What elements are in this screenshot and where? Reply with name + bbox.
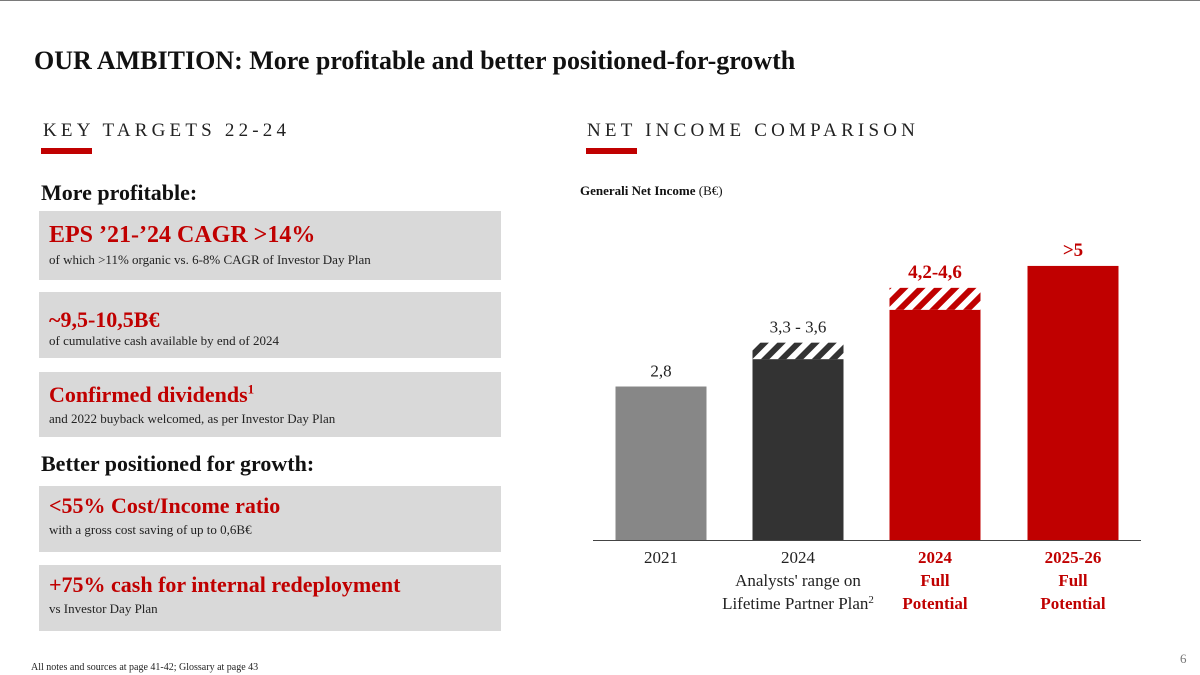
- footnote: All notes and sources at page 41-42; Glo…: [31, 662, 259, 673]
- bar-3: [889, 309, 981, 540]
- target-card-main: ~9,5-10,5B€: [49, 307, 160, 332]
- target-card-main-text: Confirmed dividends: [49, 382, 248, 407]
- target-card-main: EPS ’21-’24 CAGR >14%: [49, 222, 316, 248]
- x-tick-label: 2021: [644, 548, 678, 567]
- bar-value-label: >5: [1063, 240, 1083, 261]
- bar-4: [1027, 265, 1119, 540]
- bar-range-2: [752, 342, 844, 360]
- target-card-main: Confirmed dividends1: [49, 382, 254, 408]
- chart-title-unit: (B€): [698, 183, 723, 198]
- x-tick-label: 2025-26: [1045, 548, 1102, 567]
- bar-value-label: 3,3 - 3,6: [770, 318, 827, 337]
- bar-range-3: [889, 287, 981, 310]
- target-card-main: <55% Cost/Income ratio: [49, 493, 281, 518]
- bar-value-label: 2,8: [650, 362, 671, 381]
- x-tick-label: Full: [920, 571, 950, 590]
- top-divider-line: [0, 0, 1200, 1]
- footnote-marker: 1: [247, 381, 255, 397]
- x-tick-label: Full: [1058, 571, 1088, 590]
- key-targets-accent-bar: [41, 148, 92, 154]
- key-targets-heading: KEY TARGETS 22-24: [43, 120, 291, 141]
- footnote-marker: 2: [868, 594, 874, 606]
- target-card-sub: of which >11% organic vs. 6-8% CAGR of I…: [49, 252, 371, 267]
- target-card-sub: of cumulative cash available by end of 2…: [49, 333, 279, 348]
- more-profitable-heading: More profitable:: [41, 180, 198, 205]
- target-card-redeployment: +75% cash for internal redeployment vs I…: [39, 565, 501, 631]
- better-positioned-heading: Better positioned for growth:: [41, 451, 315, 476]
- target-card-eps: EPS ’21-’24 CAGR >14% of which >11% orga…: [39, 211, 501, 280]
- x-tick-label: Lifetime Partner Plan2: [722, 594, 874, 613]
- page-number: 6: [1180, 651, 1187, 666]
- target-card-sub: vs Investor Day Plan: [49, 601, 158, 616]
- bar-value-label: 4,2-4,6: [908, 262, 962, 283]
- x-tick-label: Analysts' range on: [735, 571, 861, 590]
- target-card-main: +75% cash for internal redeployment: [49, 572, 401, 597]
- net-income-accent-bar: [586, 148, 637, 154]
- x-tick-label: Potential: [1040, 594, 1105, 613]
- bar-1: [615, 386, 707, 540]
- chart-title: Generali Net Income (B€): [580, 183, 723, 199]
- target-card-sub: with a gross cost saving of up to 0,6B€: [49, 522, 252, 537]
- target-card-dividends: Confirmed dividends1 and 2022 buyback we…: [39, 372, 501, 437]
- x-tick-label: 2024: [781, 548, 816, 567]
- target-card-cost-income: <55% Cost/Income ratio with a gross cost…: [39, 486, 501, 552]
- bar-2: [752, 359, 844, 540]
- target-card-cash: ~9,5-10,5B€ of cumulative cash available…: [39, 292, 501, 358]
- page-title: OUR AMBITION: More profitable and better…: [34, 46, 796, 75]
- x-tick-label: 2024: [918, 548, 953, 567]
- target-card-sub: and 2022 buyback welcomed, as per Invest…: [49, 411, 336, 426]
- chart-title-text: Generali Net Income: [580, 183, 696, 198]
- x-tick-label: Potential: [902, 594, 967, 613]
- net-income-heading: NET INCOME COMPARISON: [587, 120, 920, 141]
